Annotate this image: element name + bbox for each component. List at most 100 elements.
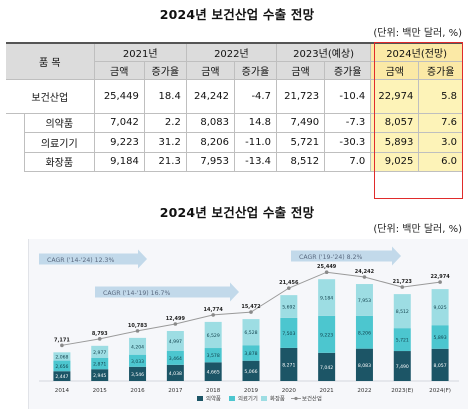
table-cell: 2.2	[143, 112, 187, 133]
table-cell: 7.6	[418, 112, 462, 133]
table-cell: 3.0	[418, 132, 462, 153]
segment-data-label: 6,528	[244, 330, 257, 336]
legend-label: 의료기기	[238, 395, 258, 403]
table-cell: 8,083	[185, 112, 235, 133]
table-cell: -30.3	[324, 132, 371, 153]
sub-header: 증가율	[143, 60, 187, 80]
total-point	[97, 337, 102, 341]
cagr-arrow-19-24-label: CAGR ('19-'24) 8.2%	[299, 254, 363, 261]
total-point	[287, 286, 291, 290]
legend-label: 화장품	[270, 396, 285, 403]
total-point	[60, 343, 64, 348]
row-label: 의료기기	[23, 132, 95, 153]
table-cell: 5.8	[418, 78, 462, 114]
sub-header: 금액	[185, 60, 235, 80]
segment-data-label: 2,656	[55, 364, 68, 370]
cagr-arrow-14-19-label: CAGR ('14-'19) 16.7%	[103, 290, 170, 297]
segment-data-label: 3,546	[131, 372, 144, 378]
table-cell: 9,223	[93, 132, 145, 153]
table-cell: 31.2	[143, 132, 187, 153]
bar-segment	[280, 295, 298, 318]
segment-data-label: 5,721	[396, 338, 409, 344]
total-data-label: 14,774	[204, 307, 224, 313]
table-cell: 7,490	[275, 112, 325, 133]
segment-data-label: 4,038	[169, 371, 182, 377]
segment-data-label: 9,025	[434, 305, 447, 311]
row-label: 보건산업	[6, 78, 95, 114]
segment-data-label: 4,665	[207, 370, 220, 376]
bar-segment	[280, 347, 298, 381]
segment-data-label: 9,184	[320, 296, 333, 302]
table-cell: -11.0	[233, 132, 277, 153]
table-cell: -10.4	[324, 78, 371, 114]
table-cell: -7.3	[324, 112, 371, 133]
bar-segment	[431, 289, 449, 326]
bar-segment	[431, 325, 449, 349]
segment-data-label: 7,490	[396, 364, 409, 370]
total-point	[173, 322, 178, 326]
table-row: 화장품 9,184 21.3 7,953 -13.4 8,512 7.0 9,0…	[6, 151, 462, 172]
export-forecast-table: 품 목 2021년 2022년 2023년(예상) 2024년(전망) 금액 증…	[6, 42, 462, 172]
table-cell: -13.4	[233, 151, 277, 172]
total-point	[211, 313, 215, 317]
x-tick-label: 2014	[55, 388, 70, 394]
x-tick-label: 2019	[244, 388, 259, 394]
table-cell: 5,721	[275, 132, 325, 153]
segment-data-label: 8,083	[358, 363, 371, 369]
total-data-label: 22,974	[430, 274, 450, 280]
segment-data-label: 8,271	[282, 362, 295, 368]
segment-data-label: 6,529	[207, 333, 220, 339]
chart-title: 2024년 보건산업 수출 전망	[159, 205, 315, 220]
sub-header: 증가율	[418, 60, 462, 80]
table-cell: 6.0	[418, 151, 462, 172]
total-point	[438, 280, 442, 284]
year-header: 2022년	[185, 42, 277, 62]
sub-header: 증가율	[233, 60, 277, 80]
segment-data-label: 7,042	[320, 365, 333, 371]
bar-segment	[431, 348, 449, 381]
total-data-label: 12,499	[166, 316, 186, 322]
total-data-label: 21,456	[279, 280, 299, 286]
bar-segment	[393, 294, 411, 329]
legend-swatch	[229, 396, 235, 401]
cagr-arrow-14-24-label: CAGR ('14-'24) 12.3%	[47, 257, 114, 264]
segment-data-label: 7,953	[358, 298, 371, 304]
table-cell: 8,057	[370, 112, 419, 133]
table-cell: -4.7	[233, 78, 277, 114]
sub-header: 금액	[93, 60, 145, 80]
bar-segment	[53, 360, 71, 372]
x-tick-label: 2018	[206, 388, 221, 394]
sub-header: 금액	[275, 60, 325, 80]
table-cell: 7.0	[324, 151, 371, 172]
row-label: 의약품	[23, 112, 95, 133]
x-tick-label: 2020	[282, 388, 297, 394]
bar-segment	[129, 354, 147, 367]
total-data-label: 25,449	[317, 264, 337, 270]
total-data-label: 15,472	[241, 304, 261, 310]
table-unit-label: (단위: 백만 달러, %)	[373, 28, 462, 39]
segment-data-label: 8,512	[396, 309, 409, 315]
segment-data-label: 5,692	[282, 305, 295, 311]
legend-marker	[294, 396, 298, 401]
bar-segment	[166, 364, 184, 381]
bar-segment	[53, 352, 71, 361]
year-header: 2023년(예상)	[275, 42, 371, 62]
table-cell: 8,512	[275, 151, 325, 172]
segment-data-label: 3,033	[131, 359, 144, 365]
segment-data-label: 2,945	[93, 373, 106, 379]
table-cell: 18.4	[143, 78, 187, 114]
segment-data-label: 8,206	[358, 330, 371, 336]
x-tick-label: 2021	[320, 388, 335, 394]
segment-data-label: 9,223	[320, 332, 333, 338]
row-label: 화장품	[23, 151, 95, 172]
x-tick-label: 2015	[93, 388, 108, 394]
total-point	[400, 285, 405, 289]
total-data-label: 7,171	[54, 337, 70, 343]
bar-segment	[204, 321, 222, 349]
segment-data-label: 3,578	[207, 353, 220, 359]
sub-header: 증가율	[324, 60, 371, 80]
bar-segment	[204, 348, 222, 363]
table-cell: 7,042	[93, 112, 145, 133]
bar-segment	[355, 348, 373, 381]
bar-segment	[53, 371, 71, 381]
